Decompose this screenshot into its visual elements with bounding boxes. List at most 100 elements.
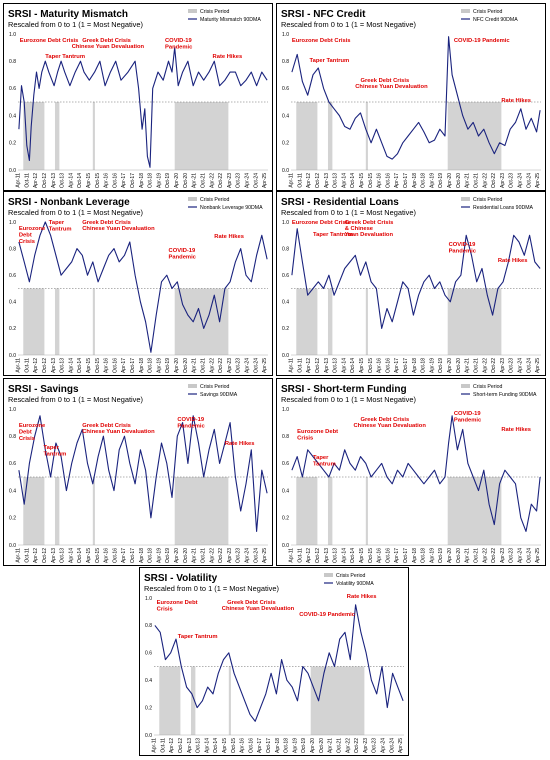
x-tick-label: Apr-15	[86, 173, 92, 188]
x-tick-label: Apr-18	[275, 738, 281, 753]
y-tick-label: 1.0	[9, 32, 16, 38]
x-tick-label: Oct-19	[438, 173, 444, 188]
x-tick-label: Oct-11	[160, 738, 166, 753]
y-tick-label: 0.6	[282, 461, 289, 467]
x-tick-label: Oct-23	[236, 548, 242, 563]
y-tick-label: 0.0	[282, 353, 289, 359]
x-tick-label: Apr-18	[412, 358, 418, 373]
x-tick-label: Oct-11	[297, 173, 303, 188]
x-tick-label: Oct-20	[183, 358, 189, 373]
x-tick-label: Apr-15	[222, 738, 228, 753]
legend-crisis-label: Crisis Period	[473, 197, 503, 203]
y-tick-label: 0.4	[9, 300, 16, 306]
x-tick-label: Apr-22	[482, 548, 488, 563]
x-tick-label: Apr-12	[169, 738, 175, 753]
x-tick-label: Oct-21	[200, 358, 206, 373]
legend-crisis-label: Crisis Period	[200, 9, 230, 15]
x-tick-label: Oct-16	[385, 548, 391, 563]
x-tick-label: Apr-18	[139, 173, 145, 188]
y-tick-label: 0.2	[9, 141, 16, 147]
crisis-period-band	[23, 477, 45, 545]
x-tick-label: Oct-11	[24, 358, 30, 373]
y-tick-label: 0.6	[9, 86, 16, 92]
annotation-line: Tantrum	[313, 462, 336, 468]
x-tick-label: Oct-11	[24, 173, 30, 188]
annotation-line: Eurozone Debt	[297, 429, 338, 435]
chart-subtitle: Rescaled from 0 to 1 (1 = Most Negative)	[8, 395, 143, 404]
legend-crisis-swatch	[188, 9, 197, 13]
x-tick-label: Apr-12	[306, 548, 312, 563]
x-tick-label: Oct-20	[183, 173, 189, 188]
x-tick-label: Apr-19	[429, 358, 435, 373]
legend-crisis-label: Crisis Period	[200, 384, 230, 390]
crisis-period-band	[92, 477, 95, 545]
y-tick-label: 0.8	[282, 59, 289, 65]
annotation-label: Eurozone Debt Crisis	[157, 600, 198, 613]
y-tick-label: 0.8	[9, 434, 16, 440]
x-tick-label: Oct-24	[253, 173, 259, 188]
x-tick-label: Oct-21	[473, 358, 479, 373]
legend-series-label: Nonbank Leverage 90DMA	[200, 205, 263, 211]
x-tick-label: Apr-19	[429, 173, 435, 188]
annotation-label: Taper Tantrum	[313, 455, 336, 468]
legend-crisis-label: Crisis Period	[200, 197, 230, 203]
x-tick-label: Apr-20	[174, 548, 180, 563]
annotation-line: COVID-19	[177, 417, 205, 423]
x-tick-label: Oct-15	[95, 548, 101, 563]
x-tick-label: Apr-11	[289, 173, 295, 188]
x-tick-label: Apr-25	[535, 173, 541, 188]
annotation-label: Chinese Yuan Devaluation	[354, 423, 427, 429]
y-tick-label: 0.8	[282, 434, 289, 440]
y-tick-label: 0.0	[9, 543, 16, 549]
x-tick-label: Apr-11	[289, 358, 295, 373]
x-tick-label: Apr-17	[394, 548, 400, 563]
x-tick-label: Oct-20	[183, 548, 189, 563]
x-tick-label: Oct-13	[333, 358, 339, 373]
x-tick-label: Oct-22	[218, 173, 224, 188]
legend-series-label: Short-term Funding 90DMA	[473, 392, 537, 398]
crisis-period-band	[92, 102, 95, 170]
annotation-label: Rate Hikes	[213, 54, 243, 60]
chart-panel-volatility: SRSI - Volatility Rescaled from 0 to 1 (1…	[139, 567, 409, 756]
y-tick-label: 0.8	[9, 59, 16, 65]
x-tick-label: Oct-23	[236, 358, 242, 373]
annotation-line: Crisis	[19, 436, 35, 442]
x-tick-label: Apr-11	[16, 548, 22, 563]
x-tick-label: Oct-20	[456, 173, 462, 188]
crisis-period-band	[174, 477, 229, 545]
x-tick-label: Apr-24	[244, 548, 250, 563]
y-tick-label: 0.4	[282, 488, 289, 494]
x-tick-label: Oct-14	[77, 548, 83, 563]
x-tick-label: Oct-21	[200, 173, 206, 188]
x-tick-label: Apr-18	[139, 548, 145, 563]
legend-crisis-swatch	[188, 384, 197, 388]
legend-crisis-swatch	[461, 197, 470, 201]
x-tick-label: Apr-23	[227, 548, 233, 563]
annotation-label: Eurozone Debt Crisis	[20, 38, 79, 44]
x-tick-label: Apr-20	[447, 548, 453, 563]
x-tick-label: Oct-24	[253, 358, 259, 373]
legend-crisis-swatch	[188, 197, 197, 201]
x-tick-label: Oct-12	[42, 358, 48, 373]
y-tick-label: 0.8	[282, 246, 289, 252]
x-tick-label: Oct-13	[333, 173, 339, 188]
crisis-period-band	[447, 288, 502, 355]
x-tick-label: Oct-18	[148, 548, 154, 563]
crisis-period-band	[54, 477, 60, 545]
legend-series-label: Volatility 90DMA	[336, 581, 374, 587]
y-tick-label: 0.2	[9, 326, 16, 332]
y-tick-label: 0.4	[9, 488, 16, 494]
x-tick-label: Apr-20	[310, 738, 316, 753]
x-tick-label: Oct-16	[112, 358, 118, 373]
x-tick-label: Apr-11	[16, 358, 22, 373]
x-tick-label: Oct-19	[301, 738, 307, 753]
x-tick-label: Apr-24	[517, 548, 523, 563]
annotation-label: Taper Tantrum	[178, 634, 218, 640]
x-tick-label: Oct-18	[421, 358, 427, 373]
y-tick-label: 0.6	[282, 86, 289, 92]
x-tick-label: Apr-17	[394, 358, 400, 373]
x-tick-label: Apr-20	[174, 173, 180, 188]
chart-subtitle: Rescaled from 0 to 1 (1 = Most Negative)	[144, 584, 279, 593]
